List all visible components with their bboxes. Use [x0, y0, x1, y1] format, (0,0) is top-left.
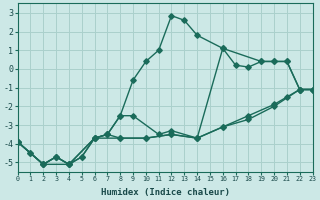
X-axis label: Humidex (Indice chaleur): Humidex (Indice chaleur): [100, 188, 229, 197]
